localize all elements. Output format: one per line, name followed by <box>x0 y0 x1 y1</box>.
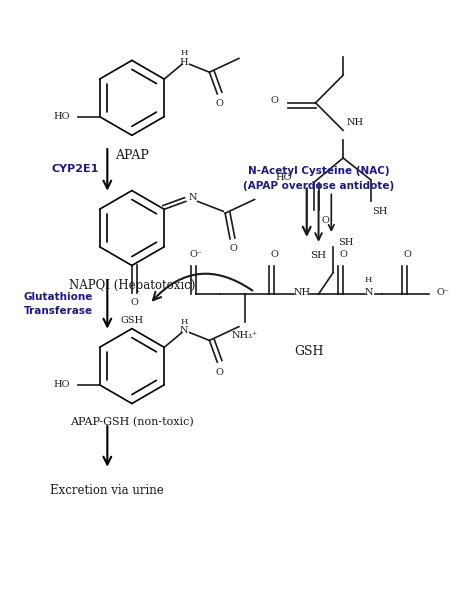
Text: CYP2E1: CYP2E1 <box>51 164 99 174</box>
Text: H: H <box>180 49 188 57</box>
Text: O⁻: O⁻ <box>189 250 202 259</box>
Text: H: H <box>180 318 188 326</box>
Text: O: O <box>229 244 237 253</box>
Text: HO: HO <box>54 112 70 121</box>
Text: GSH: GSH <box>294 346 323 358</box>
Text: NH: NH <box>346 118 364 127</box>
Text: HO: HO <box>54 380 70 389</box>
Text: SH: SH <box>373 206 388 216</box>
Text: O: O <box>339 250 347 259</box>
Text: SH: SH <box>338 238 354 247</box>
Text: O: O <box>403 250 411 259</box>
Text: O: O <box>321 216 329 225</box>
Text: H: H <box>180 58 188 67</box>
Text: NAPQI (Hepatotoxic): NAPQI (Hepatotoxic) <box>69 279 195 293</box>
Text: NH: NH <box>293 288 310 297</box>
Text: N: N <box>180 326 188 335</box>
Text: O: O <box>215 99 223 108</box>
Text: N: N <box>189 193 197 202</box>
Text: SH: SH <box>310 250 327 259</box>
Text: GSH: GSH <box>120 316 143 325</box>
Text: APAP: APAP <box>115 149 149 162</box>
Text: O⁻: O⁻ <box>437 288 449 297</box>
Text: Excretion via urine: Excretion via urine <box>50 485 164 497</box>
Text: H: H <box>365 276 373 284</box>
Text: Transferase: Transferase <box>24 306 93 316</box>
Text: O: O <box>270 250 278 259</box>
Text: N: N <box>365 288 373 297</box>
Text: (APAP overdose antidote): (APAP overdose antidote) <box>243 181 394 191</box>
Text: O: O <box>270 96 278 105</box>
Text: O: O <box>131 299 139 308</box>
Text: O: O <box>215 367 223 376</box>
Text: APAP-GSH (non-toxic): APAP-GSH (non-toxic) <box>70 417 194 427</box>
Text: Glutathione: Glutathione <box>24 292 93 302</box>
Text: NH₃⁺: NH₃⁺ <box>232 331 258 340</box>
Text: N-Acetyl Cysteine (NAC): N-Acetyl Cysteine (NAC) <box>248 166 389 176</box>
Text: HO: HO <box>275 173 292 182</box>
